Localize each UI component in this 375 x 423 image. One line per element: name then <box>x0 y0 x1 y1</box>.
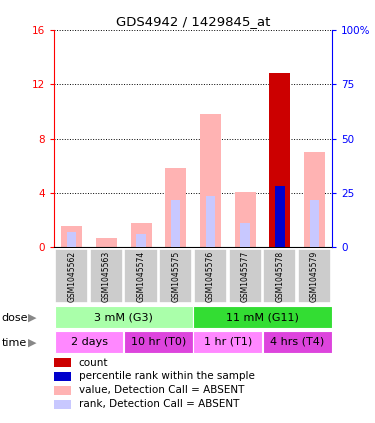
Text: GSM1045578: GSM1045578 <box>275 250 284 302</box>
Text: GSM1045562: GSM1045562 <box>67 250 76 302</box>
Text: GSM1045575: GSM1045575 <box>171 250 180 302</box>
FancyBboxPatch shape <box>228 249 262 303</box>
Text: 1 hr (T1): 1 hr (T1) <box>204 337 252 347</box>
FancyBboxPatch shape <box>263 331 332 353</box>
Text: value, Detection Call = ABSENT: value, Detection Call = ABSENT <box>79 385 244 396</box>
FancyBboxPatch shape <box>124 331 193 353</box>
Text: time: time <box>2 338 27 348</box>
Text: ▶: ▶ <box>28 338 36 348</box>
Bar <box>96 238 117 247</box>
Text: 4 hrs (T4): 4 hrs (T4) <box>270 337 324 347</box>
Text: ▶: ▶ <box>28 313 36 323</box>
FancyBboxPatch shape <box>194 331 262 353</box>
Bar <box>310 200 319 247</box>
FancyBboxPatch shape <box>124 249 158 303</box>
Title: GDS4942 / 1429845_at: GDS4942 / 1429845_at <box>116 16 270 28</box>
FancyBboxPatch shape <box>90 249 123 303</box>
FancyBboxPatch shape <box>55 306 193 328</box>
Text: GSM1045576: GSM1045576 <box>206 250 215 302</box>
Text: GSM1045577: GSM1045577 <box>241 250 250 302</box>
FancyBboxPatch shape <box>55 249 88 303</box>
Bar <box>62 226 82 247</box>
FancyBboxPatch shape <box>298 249 331 303</box>
Bar <box>240 223 250 247</box>
Bar <box>275 187 285 247</box>
Text: 3 mM (G3): 3 mM (G3) <box>94 312 153 322</box>
Bar <box>200 114 221 247</box>
Bar <box>171 200 180 247</box>
Text: percentile rank within the sample: percentile rank within the sample <box>79 371 255 382</box>
Text: 10 hr (T0): 10 hr (T0) <box>131 337 186 347</box>
Bar <box>235 192 256 247</box>
Bar <box>269 73 290 247</box>
Text: 11 mM (G11): 11 mM (G11) <box>226 312 299 322</box>
Text: GSM1045579: GSM1045579 <box>310 250 319 302</box>
Text: GSM1045563: GSM1045563 <box>102 250 111 302</box>
Text: GSM1045574: GSM1045574 <box>136 250 146 302</box>
Text: rank, Detection Call = ABSENT: rank, Detection Call = ABSENT <box>79 399 239 409</box>
Bar <box>165 168 186 247</box>
Text: dose: dose <box>2 313 28 323</box>
Bar <box>136 234 146 247</box>
Bar <box>130 223 152 247</box>
Text: count: count <box>79 357 108 368</box>
FancyBboxPatch shape <box>194 306 332 328</box>
Bar <box>67 233 76 247</box>
FancyBboxPatch shape <box>263 249 297 303</box>
FancyBboxPatch shape <box>194 249 227 303</box>
Bar <box>206 196 215 247</box>
Bar <box>304 152 325 247</box>
FancyBboxPatch shape <box>159 249 192 303</box>
FancyBboxPatch shape <box>55 331 123 353</box>
Text: 2 days: 2 days <box>70 337 108 347</box>
